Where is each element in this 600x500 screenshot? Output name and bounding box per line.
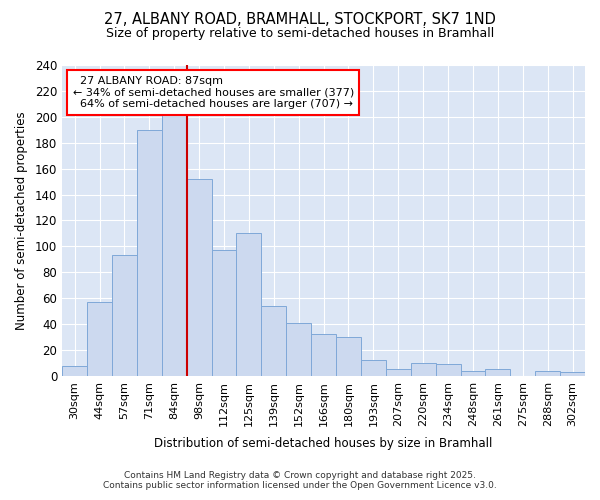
Bar: [137, 130, 162, 376]
Y-axis label: Number of semi-detached properties: Number of semi-detached properties: [15, 111, 28, 330]
Bar: [311, 334, 336, 376]
Bar: [236, 234, 262, 376]
Bar: [560, 372, 585, 376]
Bar: [336, 337, 361, 376]
Text: 27 ALBANY ROAD: 87sqm
← 34% of semi-detached houses are smaller (377)
  64% of s: 27 ALBANY ROAD: 87sqm ← 34% of semi-deta…: [73, 76, 354, 109]
Bar: [436, 364, 461, 376]
Bar: [361, 360, 386, 376]
Bar: [485, 370, 511, 376]
Text: Contains HM Land Registry data © Crown copyright and database right 2025.
Contai: Contains HM Land Registry data © Crown c…: [103, 470, 497, 490]
Bar: [162, 114, 187, 376]
Bar: [62, 366, 87, 376]
Text: Size of property relative to semi-detached houses in Bramhall: Size of property relative to semi-detach…: [106, 28, 494, 40]
Bar: [87, 302, 112, 376]
Bar: [262, 306, 286, 376]
Bar: [535, 370, 560, 376]
Bar: [187, 179, 212, 376]
Bar: [386, 370, 411, 376]
Bar: [286, 323, 311, 376]
Text: 27, ALBANY ROAD, BRAMHALL, STOCKPORT, SK7 1ND: 27, ALBANY ROAD, BRAMHALL, STOCKPORT, SK…: [104, 12, 496, 28]
Bar: [112, 256, 137, 376]
Bar: [461, 370, 485, 376]
Bar: [411, 363, 436, 376]
Bar: [212, 250, 236, 376]
X-axis label: Distribution of semi-detached houses by size in Bramhall: Distribution of semi-detached houses by …: [154, 437, 493, 450]
